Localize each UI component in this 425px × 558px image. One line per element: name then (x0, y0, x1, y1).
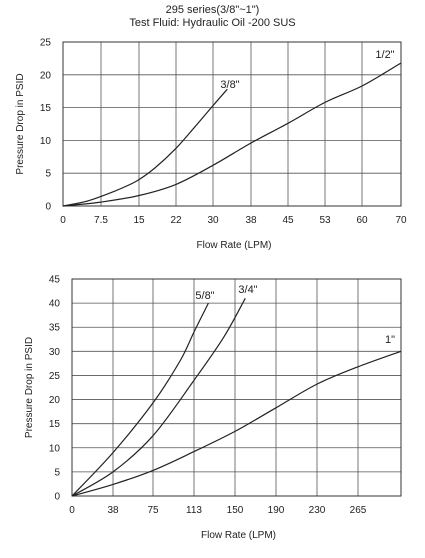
y-tick-label: 40 (49, 299, 61, 310)
y-axis-label: Pressure Drop in PSID (24, 337, 35, 438)
y-tick-label: 5 (45, 169, 51, 180)
series-label: 3/4" (238, 284, 257, 296)
x-tick-label: 150 (227, 505, 244, 516)
y-tick-label: 35 (49, 323, 61, 334)
x-tick-label: 53 (319, 215, 331, 226)
y-tick-label: 0 (54, 492, 60, 503)
x-axis-label: Flow Rate (LPM) (196, 240, 271, 251)
x-tick-label: 230 (309, 505, 326, 516)
y-tick-label: 10 (49, 443, 61, 454)
chart-2: 0 38 75 113 150 190 230 265 0 5 10 15 20 25 30 35 40 45 Fl… (24, 275, 402, 541)
x-tick-label: 113 (186, 505, 202, 516)
y-tick-label: 15 (40, 103, 52, 114)
y-tick-label: 25 (40, 38, 52, 49)
series-line-2-2 (71, 298, 246, 497)
y-tick-label: 25 (49, 371, 61, 382)
y-tick-label: 0 (45, 202, 51, 213)
x-tick-label: 45 (282, 215, 294, 226)
x-axis-label: Flow Rate (LPM) (201, 530, 276, 541)
x-tick-label: 30 (207, 215, 219, 226)
y-tick-label: 20 (49, 395, 61, 406)
series-line-2-3 (71, 350, 402, 497)
y-tick-label: 30 (49, 347, 61, 358)
x-tick-label: 0 (60, 215, 66, 226)
y-tick-label: 10 (40, 136, 52, 147)
y-tick-label: 15 (49, 419, 61, 430)
series-line-1-2 (62, 62, 402, 207)
x-tick-label: 38 (107, 505, 119, 516)
series-label: 1" (385, 334, 395, 346)
chart-subtitle-fluid: Test Fluid: Hydraulic Oil -200 SUS (129, 17, 296, 29)
series-label: 1/2" (375, 49, 394, 61)
series-label: 5/8" (195, 290, 214, 302)
x-tick-label: 0 (69, 505, 75, 516)
chart-1: 0 7.5 15 22 30 38 45 53 60 70 0 5 10 15 20 25 Flow Rate … (15, 38, 407, 252)
y-tick-label: 5 (54, 467, 60, 478)
series-line-1-1 (62, 88, 228, 207)
x-tick-label: 265 (350, 505, 367, 516)
x-tick-label: 7.5 (94, 215, 108, 226)
x-tick-label: 22 (170, 215, 182, 226)
y-tick-label: 45 (49, 275, 61, 286)
plot-frame (71, 278, 402, 497)
y-tick-label: 20 (40, 70, 52, 81)
y-axis-label: Pressure Drop in PSID (15, 73, 26, 174)
x-tick-label: 60 (356, 215, 368, 226)
x-tick-label: 70 (395, 215, 407, 226)
plot-frame (62, 41, 402, 207)
series-label: 3/8" (220, 79, 239, 91)
chart-title-series: 295 series(3/8"~1") (165, 4, 260, 16)
x-tick-label: 75 (147, 505, 159, 516)
series-line-2-1 (71, 302, 209, 497)
x-tick-label: 190 (268, 505, 285, 516)
x-tick-label: 15 (133, 215, 145, 226)
x-tick-label: 38 (245, 215, 257, 226)
